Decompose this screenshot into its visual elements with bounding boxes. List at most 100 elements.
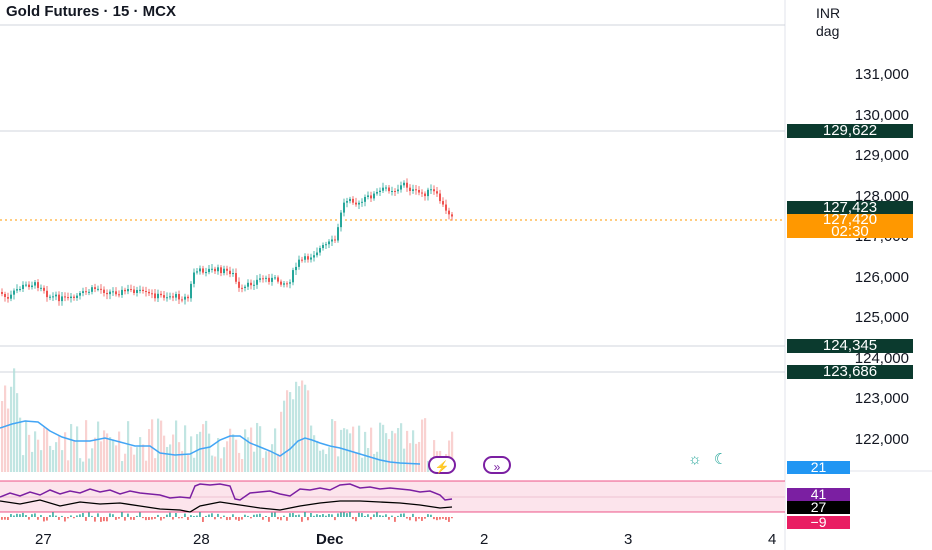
price-tick: 128,000 <box>854 188 909 205</box>
candle-body <box>223 268 225 274</box>
histogram-bar <box>223 515 225 517</box>
sun-icon[interactable]: ☼ <box>688 451 702 468</box>
volume-bar <box>64 432 67 472</box>
volume-bar <box>82 461 85 472</box>
candle-body <box>19 289 21 291</box>
histogram-bar <box>364 515 366 517</box>
volume-bar <box>370 427 373 472</box>
histogram-bar <box>241 517 243 520</box>
histogram-bar <box>226 517 228 521</box>
histogram-bar <box>133 517 135 520</box>
fast-forward-button[interactable]: » <box>483 456 511 474</box>
histogram-bar <box>142 517 144 519</box>
volume-bar <box>13 368 16 472</box>
volume-bar <box>67 460 70 472</box>
histogram-bar <box>16 513 18 517</box>
volume-bar <box>241 458 244 472</box>
flash-button[interactable]: ⚡ <box>428 456 456 474</box>
current-price-tag[interactable]: 127,420 02:30 <box>787 212 913 239</box>
histogram-bar <box>109 513 111 517</box>
histogram-bar <box>301 517 303 522</box>
candle-body <box>151 293 153 295</box>
volume-bar <box>37 439 40 472</box>
volume-bar <box>289 392 292 472</box>
d-value-tag: 27 <box>787 500 850 514</box>
oscillator-d-line <box>0 499 453 513</box>
histogram-bar <box>190 515 192 517</box>
histogram-bar <box>7 517 9 520</box>
last-close-tag[interactable]: 127,423 <box>787 200 913 215</box>
volume-bar <box>34 431 37 472</box>
volume-bar <box>115 445 118 472</box>
histogram-bar <box>46 517 48 521</box>
histogram-bar <box>403 513 405 517</box>
candle-body <box>187 296 189 299</box>
oscillator-k-line <box>0 483 453 501</box>
volume-bar <box>118 431 121 472</box>
k-value-tag: 41 <box>787 487 850 501</box>
candle-body <box>331 239 333 242</box>
histogram-bar <box>55 515 57 517</box>
histogram-bar <box>136 515 138 517</box>
volume-bar <box>235 439 238 472</box>
histogram-bar <box>370 517 372 520</box>
histogram-bar <box>244 514 246 517</box>
histogram-bar <box>151 517 153 520</box>
histogram-bar <box>397 515 399 517</box>
histogram-bar <box>304 512 306 517</box>
chart-title[interactable]: Gold Futures · 15 · MCX <box>6 3 177 20</box>
histogram-bar <box>253 514 255 517</box>
volume-bar <box>400 423 403 472</box>
histogram-bar <box>97 513 99 517</box>
level-tag-low[interactable]: 123,686 <box>787 364 913 379</box>
histogram-bar <box>346 513 348 517</box>
level-tag-high[interactable]: 129,622 <box>787 123 913 138</box>
candle-body <box>280 281 282 285</box>
candle-body <box>82 291 84 293</box>
histogram-bar <box>184 513 186 517</box>
volume-bar <box>148 429 151 472</box>
volume-bar <box>7 408 10 472</box>
histogram-bar <box>178 517 180 519</box>
candle-body <box>145 291 147 293</box>
candle-body <box>142 289 144 292</box>
candle-body <box>112 291 114 293</box>
volume-bar <box>175 420 178 472</box>
level-tag-mid[interactable]: 124,345 <box>787 338 913 353</box>
histogram-bar <box>49 515 51 517</box>
histogram-bar <box>394 517 396 522</box>
volume-bar <box>76 426 79 472</box>
histogram-bar <box>115 517 117 520</box>
candle-body <box>406 182 408 188</box>
theme-toggle[interactable]: ☼ ☾ <box>688 450 727 468</box>
volume-bar <box>349 433 352 472</box>
candle-body <box>97 288 99 290</box>
candle-body <box>202 268 204 273</box>
candle-body <box>376 192 378 194</box>
time-tick: 28 <box>193 531 210 548</box>
histogram-bar <box>169 512 171 517</box>
volume-bar <box>304 384 307 472</box>
candle-body <box>178 294 180 300</box>
candle-body <box>304 256 306 260</box>
candle-body <box>409 187 411 191</box>
histogram-bar <box>37 517 39 520</box>
volume-bar <box>205 420 208 472</box>
moon-icon[interactable]: ☾ <box>713 451 728 468</box>
candle-body <box>184 296 186 300</box>
histogram-bar <box>58 517 60 520</box>
volume-bar <box>73 440 76 472</box>
histogram-bar <box>79 514 81 517</box>
histogram-bar <box>196 515 198 517</box>
volume-bar <box>265 451 268 472</box>
volume-bar <box>379 422 382 472</box>
currency-code[interactable]: INR <box>816 5 841 21</box>
volume-ma-line <box>0 420 421 465</box>
currency-label[interactable]: INR dag <box>816 4 840 40</box>
histogram-bar <box>145 517 147 521</box>
volume-bar <box>220 458 223 472</box>
histogram-bar <box>43 517 45 522</box>
histogram-bar <box>373 514 375 517</box>
time-tick: 3 <box>624 531 633 548</box>
